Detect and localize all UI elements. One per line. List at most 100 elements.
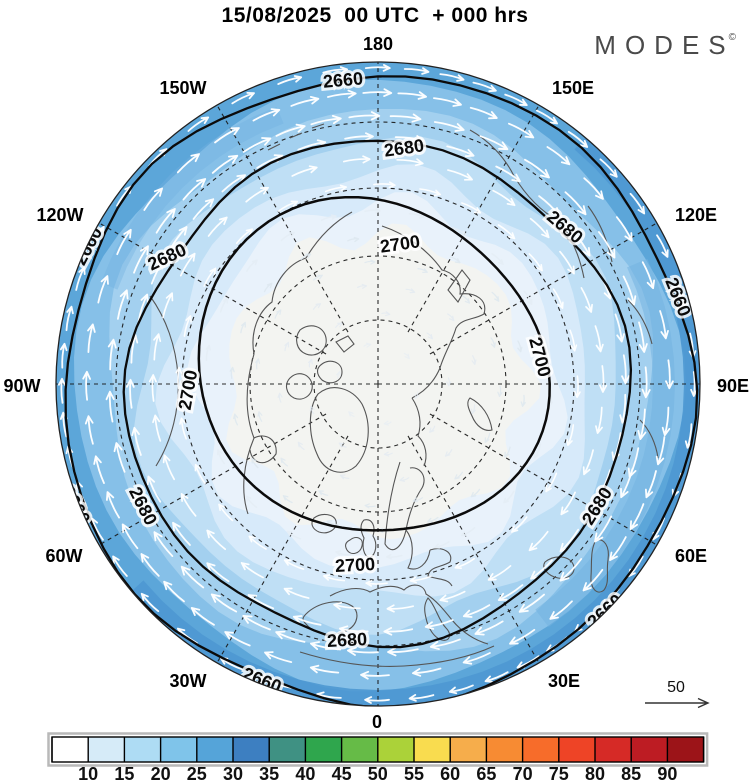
dark-rim-band (100, 106, 284, 290)
wind-arrow (320, 214, 337, 222)
wind-arrow (347, 646, 379, 656)
colorbar-cell (124, 737, 161, 762)
wind-arrow (504, 93, 528, 106)
longitude-label: 30E (548, 671, 580, 691)
wind-arrow (594, 325, 604, 353)
wind-arrow (231, 92, 255, 105)
wind-arrow (656, 234, 669, 258)
wind-arrow (150, 257, 166, 285)
wind-arrow (291, 165, 318, 177)
colorbar-cell (160, 737, 197, 762)
wind-arrow (327, 89, 357, 99)
longitude-label: 120E (675, 205, 717, 225)
wind-arrow (339, 625, 369, 634)
wind-arrow (326, 520, 339, 526)
wind-arrow (472, 81, 497, 93)
colorbar-cell (196, 737, 233, 762)
wind-arrow (82, 370, 91, 401)
colorbar-cell (667, 737, 704, 762)
wind-arrow (383, 451, 393, 457)
wind-arrow (65, 305, 74, 332)
colorbar-cell (88, 737, 125, 762)
wind-arrow (637, 408, 647, 440)
colorbar: 10 15 20 25 30 35 40 45 50 55 60 65 70 75 80 85 90 (47, 732, 709, 782)
wind-arrow (569, 329, 578, 352)
wind-arrow (106, 491, 120, 519)
wind-arrow (470, 404, 476, 415)
colorbar-tick-label: 20 (151, 764, 171, 782)
wind-arrow (130, 489, 147, 519)
wind-arrow (659, 310, 669, 340)
wind-arrow (638, 321, 648, 353)
wind-arrow (248, 535, 267, 550)
wind-arrow (528, 530, 549, 552)
contour-label: 2700 (334, 554, 375, 576)
colorbar-tick-label: 65 (476, 764, 496, 782)
wind-arrow (484, 432, 491, 443)
wind-arrow (245, 186, 269, 203)
colorbar-cell (450, 737, 487, 762)
wind-arrow (396, 158, 424, 167)
colorbar-tick-label: 90 (657, 764, 677, 782)
wind-arrow (245, 495, 258, 509)
colorbar-tick-label: 10 (78, 764, 98, 782)
wind-arrow (447, 169, 473, 181)
wind-arrow (386, 553, 403, 560)
wind-arrow (439, 73, 465, 82)
wind-arrow (338, 442, 347, 448)
coastlines (149, 123, 659, 667)
colorbar-cell (233, 737, 270, 762)
wind-arrow (277, 200, 299, 212)
wind-arrow (179, 417, 187, 440)
longitude-label: 180 (363, 34, 393, 54)
wind-arrow (251, 457, 259, 469)
wind-arrow (446, 377, 452, 387)
wind-arrow (364, 259, 376, 265)
colorbar-tick-label: 50 (368, 764, 388, 782)
wind-arrow (381, 311, 391, 317)
wind-arrow (511, 516, 528, 533)
wind-arrow (583, 177, 604, 200)
wind-arrow (446, 145, 475, 158)
wind-arrow (207, 216, 228, 237)
wind-arrow (297, 441, 305, 450)
wind-arrow (572, 231, 591, 257)
wind-arrow (444, 449, 453, 457)
colorbar-cell (631, 737, 668, 762)
colorbar-cell (305, 737, 342, 762)
wind-arrow (387, 647, 419, 657)
wind-arrow (322, 66, 348, 74)
wind-arrow (383, 627, 414, 636)
contour-label: 2680 (326, 629, 367, 651)
wind-arrow (112, 555, 128, 577)
wind-arrow (621, 354, 630, 385)
wind-arrow (143, 187, 163, 211)
wind-arrow (216, 449, 226, 465)
wind-arrow (91, 225, 105, 249)
wind-arrow (474, 620, 504, 636)
wind-arrow (403, 352, 410, 360)
wind-arrows (58, 64, 698, 704)
wind-arrow (93, 455, 105, 484)
wind-arrow (313, 274, 323, 281)
colorbar-tick-label: 55 (404, 764, 424, 782)
wind-arrow (126, 378, 135, 409)
wind-arrow (257, 411, 263, 422)
wind-arrow (462, 295, 471, 304)
wind-arrow (454, 471, 463, 480)
longitude-label: 0 (372, 712, 382, 732)
colorbar-tick-label: 75 (549, 764, 569, 782)
wind-arrow (397, 91, 427, 100)
longitude-label: 150W (159, 78, 206, 98)
colorbar-cell (414, 737, 451, 762)
wind-arrow (598, 231, 616, 259)
wind-arrow (508, 122, 535, 139)
wind-arrow (335, 550, 352, 556)
wind-arrow (309, 664, 340, 674)
wind-arrow (627, 447, 640, 478)
wind-arrow (335, 322, 343, 328)
wind-arrow (566, 424, 575, 446)
wind-arrow (629, 192, 646, 215)
wind-arrow (324, 184, 347, 193)
